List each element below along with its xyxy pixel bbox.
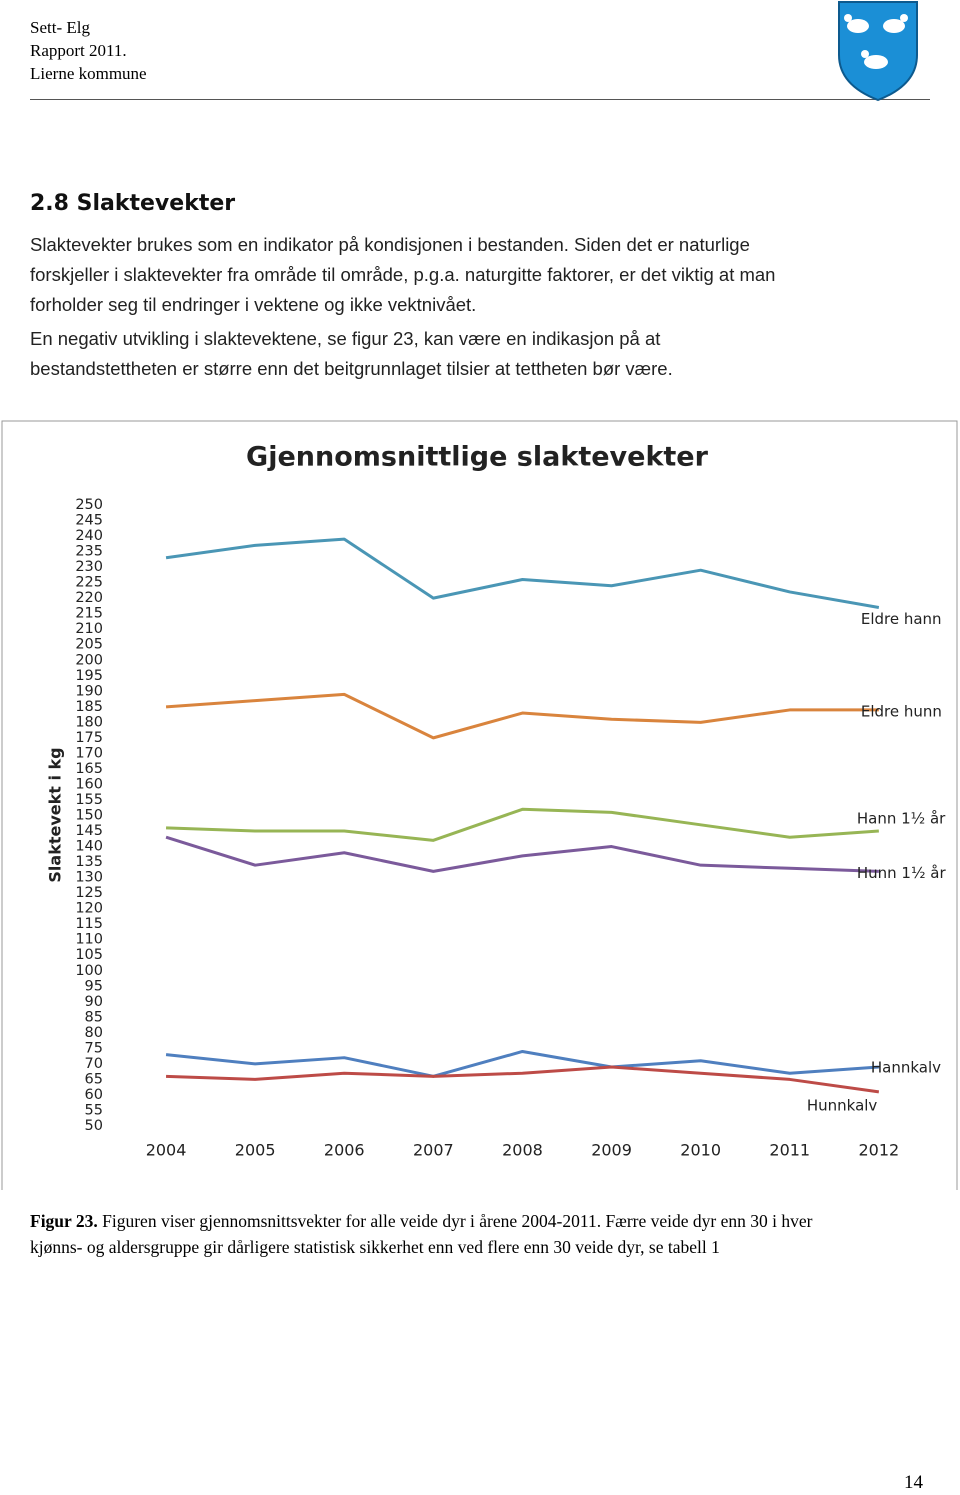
caption-label: Figur 23.: [30, 1211, 98, 1231]
series-label: Hunnkalv: [807, 1096, 878, 1114]
y-axis-label: Slaktevekt i kg: [46, 747, 65, 882]
y-tick-label: 200: [75, 652, 103, 668]
series-line: [165, 807, 879, 842]
x-tick-label: 2011: [769, 1141, 810, 1160]
header-line: Rapport 2011.: [30, 41, 127, 60]
series-line: [165, 1049, 879, 1078]
caption-line: Figur 23. Figuren viser gjennomsnittsvek…: [30, 1211, 812, 1232]
series-label: Eldre hunn: [861, 702, 942, 720]
y-tick-label: 170: [75, 745, 103, 761]
paragraph-line: bestandstettheten er større enn det beit…: [30, 358, 673, 379]
y-tick-label: 215: [75, 606, 103, 622]
chart-frame: [1, 420, 958, 1190]
y-tick-label: 125: [75, 885, 103, 901]
series-label: Hannkalv: [871, 1059, 941, 1077]
paragraph-line: En negativ utvikling i slaktevektene, se…: [30, 328, 661, 349]
y-tick-label: 90: [85, 994, 103, 1010]
header-rule: [30, 99, 930, 100]
x-tick-label: 2008: [502, 1141, 543, 1160]
y-tick-label: 240: [75, 528, 103, 544]
page-number: 14: [904, 1472, 923, 1493]
header-line: Sett- Elg: [30, 18, 90, 37]
series-line: [165, 692, 879, 740]
y-tick-label: 150: [75, 808, 103, 824]
y-tick-label: 210: [75, 621, 103, 637]
x-tick-label: 2012: [858, 1141, 899, 1160]
y-tick-label: 145: [75, 823, 103, 839]
y-tick-label: 225: [75, 575, 103, 591]
paragraph-line: forskjeller i slaktevekter fra område ti…: [30, 264, 776, 285]
x-tick-label: 2006: [324, 1141, 365, 1160]
y-tick-label: 135: [75, 854, 103, 870]
chart-title: Gjennomsnittlige slaktevekter: [246, 442, 709, 473]
y-tick-label: 220: [75, 590, 103, 606]
section-heading: 2.8 Slaktevekter: [30, 191, 236, 216]
x-tick-label: 2005: [235, 1141, 276, 1160]
x-tick-label: 2009: [591, 1141, 632, 1160]
y-tick-label: 230: [75, 559, 103, 575]
y-tick-label: 95: [85, 978, 103, 994]
y-tick-label: 75: [85, 1040, 103, 1056]
y-tick-label: 110: [75, 932, 103, 948]
y-tick-label: 65: [85, 1071, 103, 1087]
y-tick-label: 120: [75, 901, 103, 917]
y-tick-label: 205: [75, 637, 103, 653]
series-line: [165, 537, 880, 609]
y-tick-label: 50: [85, 1118, 103, 1134]
y-tick-label: 115: [75, 916, 103, 932]
y-tick-label: 100: [75, 963, 103, 979]
x-tick-label: 2004: [146, 1141, 187, 1160]
y-tick-label: 235: [75, 544, 103, 560]
series-line: [165, 1065, 880, 1094]
y-tick-label: 180: [75, 714, 103, 730]
x-tick-label: 2010: [680, 1141, 721, 1160]
y-tick-label: 175: [75, 730, 103, 746]
header-line: Lierne kommune: [30, 64, 147, 83]
y-tick-label: 55: [85, 1102, 103, 1118]
y-tick-label: 70: [85, 1056, 103, 1072]
y-tick-label: 250: [75, 497, 103, 513]
series-line: [165, 835, 879, 873]
paragraph-line: forholder seg til endringer i vektene og…: [30, 294, 477, 315]
y-tick-label: 85: [85, 1009, 103, 1025]
x-tick-label: 2007: [413, 1141, 454, 1160]
y-tick-label: 155: [75, 792, 103, 808]
caption-text: Figuren viser gjennomsnittsvekter for al…: [102, 1211, 813, 1231]
y-tick-label: 160: [75, 776, 103, 792]
y-tick-label: 105: [75, 947, 103, 963]
caption-line: kjønns- og aldersgruppe gir dårligere st…: [30, 1237, 720, 1257]
y-tick-label: 130: [75, 870, 103, 886]
y-tick-label: 80: [85, 1025, 103, 1041]
y-tick-label: 60: [85, 1087, 103, 1103]
y-tick-label: 190: [75, 683, 103, 699]
series-label: Hunn 1½ år: [857, 864, 947, 882]
series-label: Eldre hann: [861, 610, 942, 628]
coat-of-arms: [838, 1, 918, 102]
chart: Gjennomsnittlige slaktevekter Slaktevekt…: [1, 420, 958, 1190]
y-tick-label: 185: [75, 699, 103, 715]
paragraph-line: Slaktevekter brukes som en indikator på …: [30, 234, 750, 255]
y-tick-label: 165: [75, 761, 103, 777]
y-tick-label: 195: [75, 668, 103, 684]
y-tick-label: 245: [75, 513, 103, 529]
y-tick-label: 140: [75, 839, 103, 855]
series-label: Hann 1½ år: [857, 810, 946, 828]
